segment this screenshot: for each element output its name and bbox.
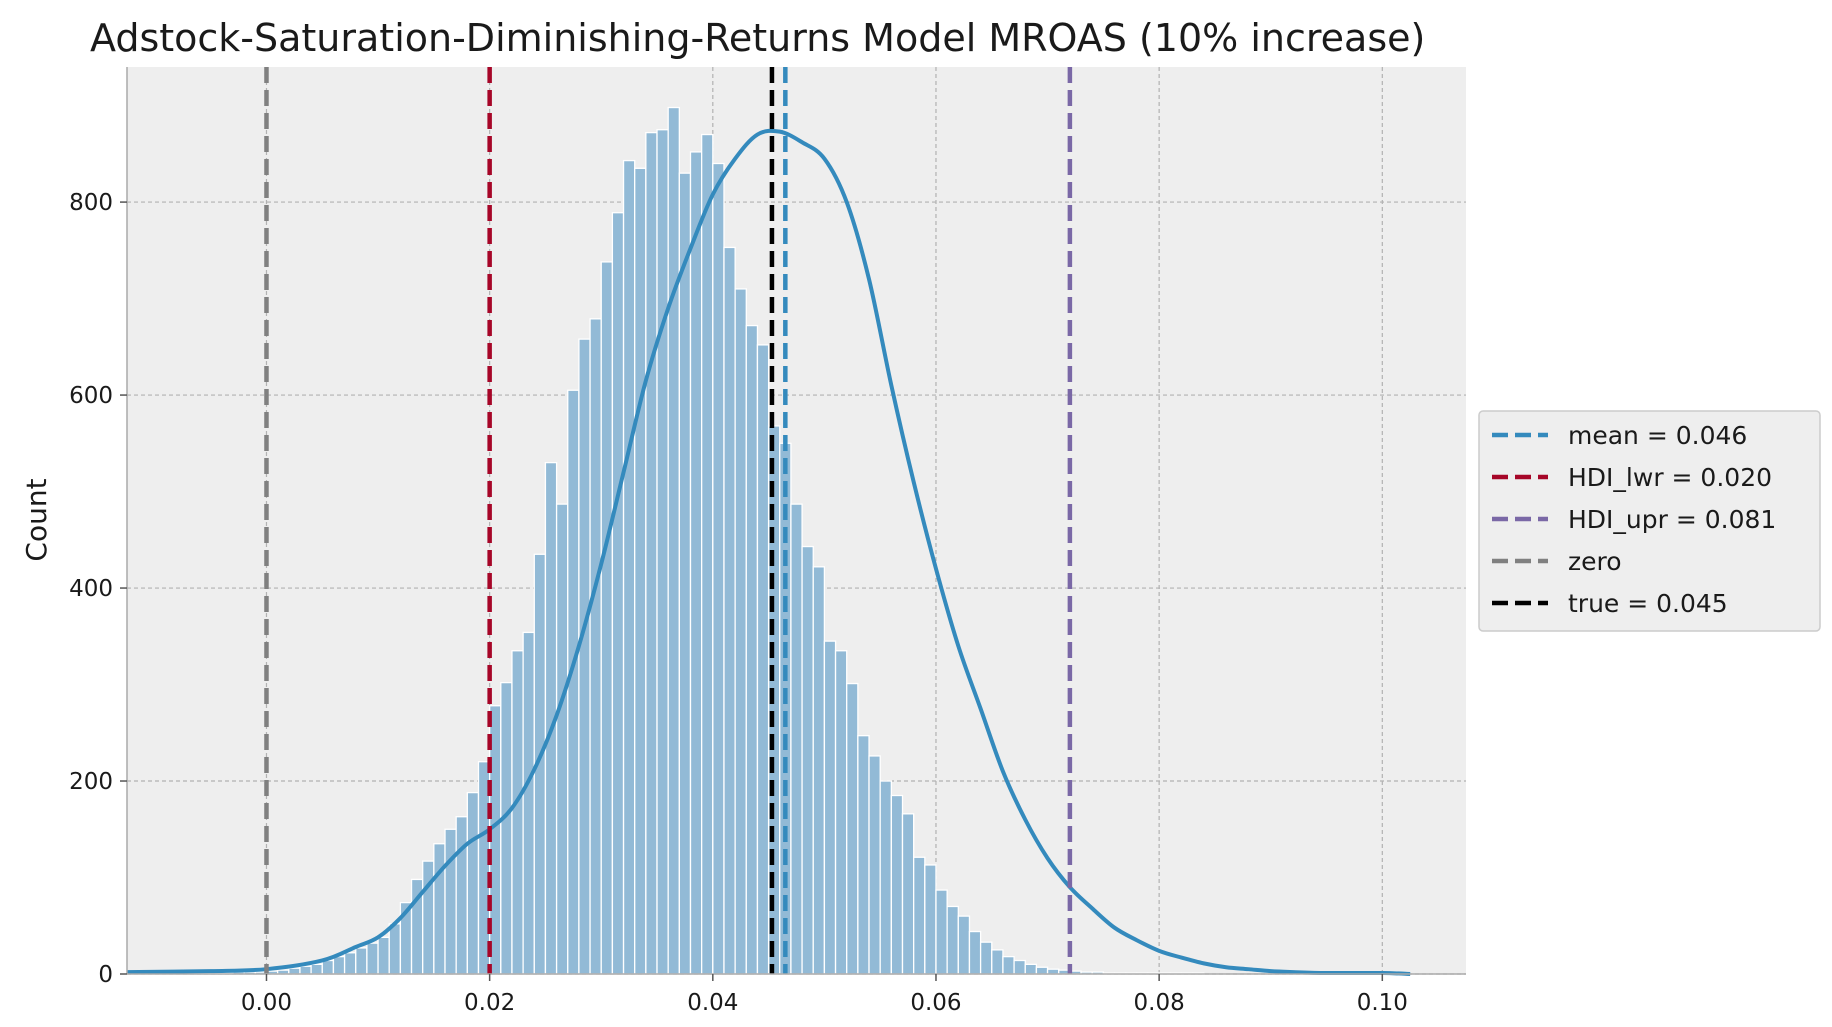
axes <box>120 67 1466 981</box>
y-tick-label: 200 <box>69 769 113 795</box>
histogram-bar <box>979 941 993 975</box>
x-tick-label: 0.06 <box>910 990 961 1016</box>
histogram-bar <box>913 856 926 975</box>
histogram-bar <box>656 129 669 975</box>
histogram-bar <box>600 261 614 975</box>
y-axis-title: Count <box>20 478 53 561</box>
histogram-bar <box>857 735 870 975</box>
histogram-bar <box>701 133 714 975</box>
x-tick-labels: 0.00 0.02 0.04 0.06 0.08 0.10 <box>241 990 1408 1016</box>
histogram-bar <box>388 923 402 975</box>
histogram-bar <box>879 780 892 975</box>
y-tick-label: 0 <box>98 962 113 988</box>
histogram-bar <box>645 131 658 975</box>
y-tick-label: 800 <box>69 190 113 216</box>
kde-curve <box>126 128 1411 976</box>
y-tick-label: 400 <box>69 576 113 602</box>
histogram-bar <box>511 650 524 975</box>
y-tick-label: 600 <box>69 383 113 409</box>
histogram-bar <box>589 318 602 975</box>
histogram-bar <box>846 682 859 975</box>
histogram-bar <box>500 681 513 975</box>
histogram-bar <box>957 915 971 975</box>
histogram-bar <box>868 755 881 975</box>
legend-box <box>1478 410 1821 632</box>
histogram-bar <box>901 813 915 975</box>
histogram-bar <box>756 344 770 975</box>
histogram-bar <box>377 936 390 975</box>
histogram-bar <box>823 640 837 975</box>
histogram-bar <box>1002 955 1015 975</box>
histogram-bar <box>433 843 446 975</box>
histogram-bar <box>946 905 959 975</box>
histogram-bar <box>444 828 457 975</box>
histogram-bar <box>924 864 937 975</box>
histogram-bar <box>455 816 468 975</box>
histogram-bar <box>299 965 312 975</box>
histogram-bar <box>288 967 301 975</box>
histogram-bar <box>689 151 703 975</box>
histogram-bar <box>555 503 569 975</box>
legend-label: true = 0.045 <box>1568 589 1728 618</box>
histogram-bar <box>779 442 792 975</box>
histogram-bar <box>667 106 680 975</box>
histogram-bar <box>991 949 1004 975</box>
histogram-bar <box>801 545 814 975</box>
histogram-bar <box>734 288 747 975</box>
histogram-bar <box>712 162 725 975</box>
histogram-bar <box>812 566 826 975</box>
histogram-bar <box>745 324 759 975</box>
histogram-bar <box>1024 963 1038 975</box>
chart-title: Adstock-Saturation-Diminishing-Returns M… <box>90 16 1425 60</box>
histogram-bar <box>310 963 323 975</box>
x-tick-label: 0.04 <box>687 990 738 1016</box>
x-tick-label: 0.08 <box>1134 990 1185 1016</box>
histogram-bar <box>343 952 357 975</box>
histogram-bar <box>834 650 848 975</box>
x-tick-label: 0.10 <box>1357 990 1408 1016</box>
histogram-bar <box>678 172 692 975</box>
x-tick-label: 0.00 <box>241 990 292 1016</box>
legend-label: mean = 0.046 <box>1568 421 1747 450</box>
histogram-bar <box>522 631 535 975</box>
histogram-bar <box>611 212 625 975</box>
legend: mean = 0.046 HDI_lwr = 0.020 HDI_upr = 0.0… <box>1478 410 1821 632</box>
histogram-bar <box>366 942 379 975</box>
histogram-bar <box>723 246 736 975</box>
histogram-bar <box>578 338 591 975</box>
histogram-bar <box>1035 966 1049 975</box>
legend-label: HDI_lwr = 0.020 <box>1568 463 1772 492</box>
histogram-bar <box>890 794 904 975</box>
histogram-bar <box>1013 959 1026 975</box>
histogram-bar <box>935 889 948 975</box>
histogram-bar <box>355 947 368 975</box>
histogram-bar <box>321 959 335 975</box>
x-tick-label: 0.02 <box>464 990 515 1016</box>
histogram-bar <box>790 503 803 975</box>
histogram-bar <box>622 159 636 975</box>
histogram-bar <box>968 930 982 975</box>
legend-label: HDI_upr = 0.081 <box>1568 505 1776 534</box>
histogram-bar <box>634 167 647 975</box>
reference-lines <box>264 67 1073 974</box>
y-tick-labels: 0 200 400 600 800 <box>69 190 113 988</box>
histogram-bar <box>332 955 346 975</box>
histogram-bar <box>466 791 480 975</box>
legend-label: zero <box>1568 547 1622 576</box>
